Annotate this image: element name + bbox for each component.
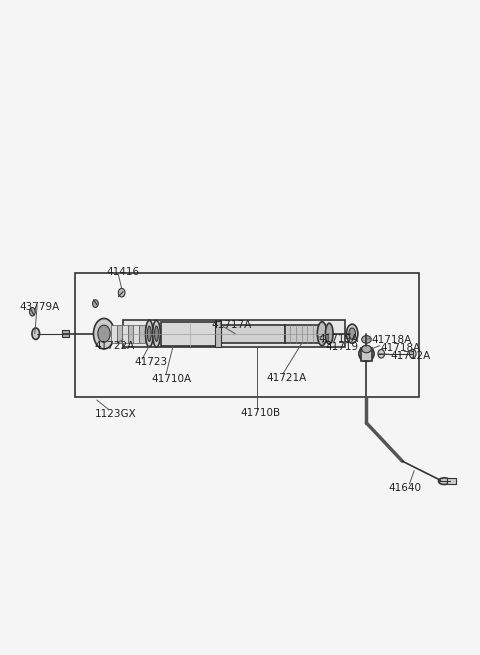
Text: 41712A: 41712A bbox=[390, 351, 431, 361]
Bar bbox=[161, 322, 218, 346]
Bar bbox=[75, 272, 419, 397]
Bar bbox=[285, 325, 321, 343]
Ellipse shape bbox=[359, 346, 374, 362]
Ellipse shape bbox=[325, 323, 333, 345]
Ellipse shape bbox=[155, 326, 158, 341]
Ellipse shape bbox=[93, 300, 98, 307]
Ellipse shape bbox=[98, 325, 110, 343]
Ellipse shape bbox=[347, 324, 358, 343]
Ellipse shape bbox=[349, 328, 356, 339]
Ellipse shape bbox=[362, 335, 371, 343]
Bar bbox=[447, 478, 456, 484]
Text: 41416: 41416 bbox=[107, 267, 140, 276]
Text: 41710A: 41710A bbox=[152, 373, 192, 384]
Bar bbox=[218, 325, 285, 343]
Bar bbox=[128, 325, 133, 343]
Bar bbox=[133, 325, 139, 343]
Ellipse shape bbox=[145, 320, 153, 347]
Text: 41717A: 41717A bbox=[211, 320, 252, 330]
Bar bbox=[122, 325, 128, 343]
Ellipse shape bbox=[439, 478, 450, 485]
Text: 41721A: 41721A bbox=[266, 373, 307, 383]
Bar bbox=[61, 330, 69, 337]
Text: 41640: 41640 bbox=[388, 483, 421, 493]
Ellipse shape bbox=[118, 288, 125, 297]
Text: 41723: 41723 bbox=[134, 357, 167, 367]
Bar bbox=[111, 325, 117, 343]
Text: 41718A: 41718A bbox=[371, 335, 411, 345]
Bar bbox=[117, 325, 122, 343]
Text: 1123GX: 1123GX bbox=[95, 409, 136, 419]
Ellipse shape bbox=[30, 307, 35, 316]
Text: 43779A: 43779A bbox=[20, 302, 60, 312]
Ellipse shape bbox=[409, 350, 416, 358]
Ellipse shape bbox=[378, 350, 384, 358]
Text: 41718A: 41718A bbox=[381, 343, 421, 352]
Ellipse shape bbox=[362, 345, 371, 353]
Ellipse shape bbox=[153, 320, 160, 347]
Ellipse shape bbox=[32, 328, 39, 339]
Text: 41719: 41719 bbox=[325, 342, 358, 352]
Bar bbox=[215, 321, 221, 346]
Bar bbox=[361, 348, 372, 361]
Bar bbox=[123, 320, 345, 347]
Ellipse shape bbox=[147, 326, 151, 341]
Ellipse shape bbox=[94, 318, 115, 349]
Text: 41722A: 41722A bbox=[95, 341, 135, 350]
Text: 41710B: 41710B bbox=[240, 409, 280, 419]
Bar bbox=[139, 325, 144, 343]
Text: 41719A: 41719A bbox=[319, 334, 359, 344]
Ellipse shape bbox=[317, 322, 327, 346]
